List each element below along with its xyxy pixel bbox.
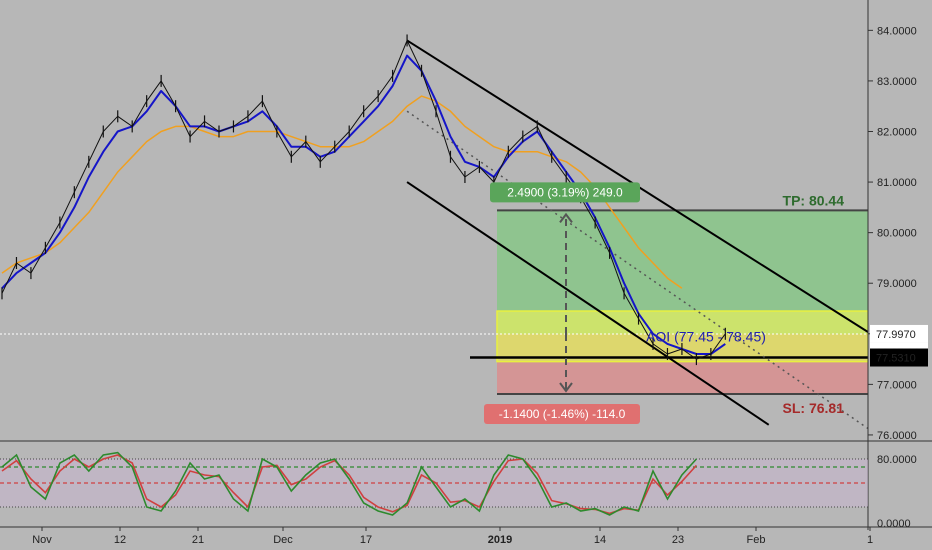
sl-stat-badge-box: [484, 403, 640, 424]
y-tick-label: 79.0000: [877, 278, 917, 290]
sl-label: SL: 76.81: [783, 400, 845, 416]
channel-lower-line[interactable]: [406, 181, 770, 426]
y-tick-label: 77.0000: [877, 379, 917, 391]
slow-moving-average[interactable]: [1, 95, 683, 289]
y-tick-label: 80.0000: [877, 228, 917, 240]
x-tick-label: 17: [360, 534, 372, 546]
aoi-label: AOI (77.45 - 78.45): [646, 328, 766, 344]
tp-stat-badge-box: [490, 182, 640, 203]
channel-mid-line[interactable]: [406, 110, 871, 431]
y-tick-label: 83.0000: [877, 76, 917, 88]
tp-label: TP: 80.44: [783, 192, 845, 208]
x-tick-label: Dec: [273, 534, 293, 546]
tp-stat-badge-text: 2.4900 (3.19%) 249.0: [507, 185, 623, 199]
sl-stat-badge-text: -1.1400 (-1.46%) -114.0: [499, 407, 626, 421]
support-price-badge[interactable]: 77.5310: [870, 348, 928, 367]
x-tick-label: 21: [192, 534, 204, 546]
y-tick-label: 84.0000: [877, 25, 917, 37]
support-price-badge-box: [870, 348, 928, 367]
current-price-badge[interactable]: 77.9970: [870, 324, 928, 343]
x-tick-label: Feb: [747, 534, 766, 546]
x-tick-label: 12: [114, 534, 126, 546]
price-axis[interactable]: [868, 0, 932, 530]
x-tick-label: 23: [672, 534, 684, 546]
y-tick-label: 76.0000: [877, 430, 917, 442]
x-tick-label: 1: [867, 534, 873, 546]
x-tick-label: Nov: [32, 534, 52, 546]
oscillator-tick-label: 80.0000: [877, 454, 917, 466]
price-bars[interactable]: [1, 34, 726, 366]
tp-stat-badge[interactable]: 2.4900 (3.19%) 249.0: [490, 182, 640, 203]
oscillator-tick-label: 0.0000: [877, 518, 911, 530]
fast-moving-average[interactable]: [1, 54, 726, 355]
tp-arrow-head: [559, 212, 573, 223]
oscillator-k-line[interactable]: [1, 451, 697, 516]
y-tick-label: 81.0000: [877, 177, 917, 189]
current-price-badge-text: 77.9970: [876, 329, 916, 341]
y-tick-label: 82.0000: [877, 126, 917, 138]
support-price-badge-text: 77.5310: [876, 353, 916, 365]
x-tick-label: 2019: [488, 534, 512, 546]
sl-stat-badge[interactable]: -1.1400 (-1.46%) -114.0: [484, 403, 640, 424]
oscillator-d-line[interactable]: [1, 454, 697, 515]
current-price-badge-box: [870, 324, 928, 343]
x-tick-label: 14: [594, 534, 606, 546]
sl-arrow-head: [559, 382, 573, 393]
